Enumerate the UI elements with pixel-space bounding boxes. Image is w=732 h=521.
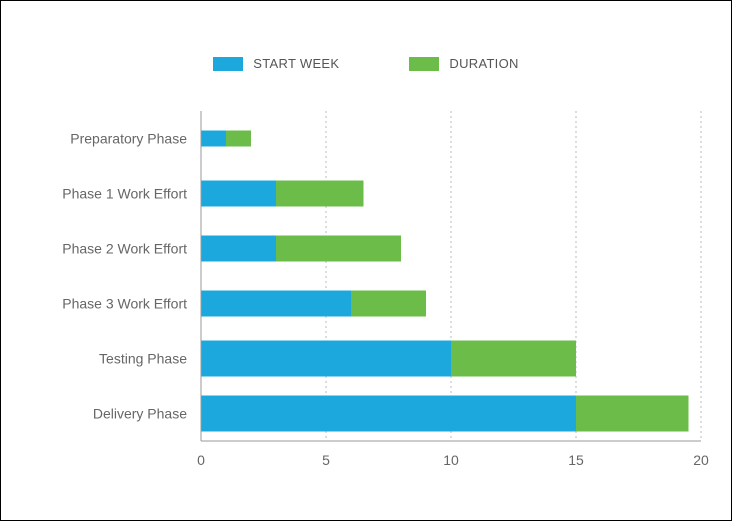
legend: START WEEK DURATION	[1, 1, 731, 71]
bar-duration	[276, 236, 401, 262]
y-category-label: Phase 2 Work Effort	[62, 241, 187, 257]
y-category-label: Phase 3 Work Effort	[62, 296, 187, 312]
x-tick-label: 5	[322, 452, 330, 468]
chart-card: START WEEK DURATION Preparatory Phase Pha…	[0, 0, 732, 521]
y-category-label: Delivery Phase	[93, 406, 187, 422]
bar-start-week	[201, 396, 576, 432]
legend-swatch-start-week	[213, 57, 243, 71]
x-tick-label: 20	[693, 452, 709, 468]
y-category-label: Testing Phase	[99, 351, 187, 367]
x-tick-label: 10	[443, 452, 459, 468]
legend-swatch-duration	[409, 57, 439, 71]
bar-start-week	[201, 131, 226, 147]
bars	[201, 131, 689, 432]
bar-duration	[351, 291, 426, 317]
bar-duration	[226, 131, 251, 147]
bar-start-week	[201, 236, 276, 262]
legend-label-duration: DURATION	[449, 56, 518, 71]
legend-item-duration: DURATION	[409, 56, 518, 71]
x-axis-labels: 0 5 10 15 20	[197, 452, 709, 468]
bar-duration	[276, 181, 364, 207]
bar-start-week	[201, 181, 276, 207]
bar-duration	[451, 341, 576, 377]
y-category-label: Phase 1 Work Effort	[62, 186, 187, 202]
y-category-label: Preparatory Phase	[70, 131, 187, 147]
bar-duration	[576, 396, 689, 432]
x-tick-label: 15	[568, 452, 584, 468]
grid	[326, 111, 701, 441]
x-tick-label: 0	[197, 452, 205, 468]
legend-label-start-week: START WEEK	[253, 56, 339, 71]
legend-item-start-week: START WEEK	[213, 56, 339, 71]
gantt-chart: Preparatory Phase Phase 1 Work Effort Phas…	[1, 111, 732, 491]
y-axis-labels: Preparatory Phase Phase 1 Work Effort Phas…	[62, 131, 187, 422]
bar-start-week	[201, 291, 351, 317]
bar-start-week	[201, 341, 451, 377]
